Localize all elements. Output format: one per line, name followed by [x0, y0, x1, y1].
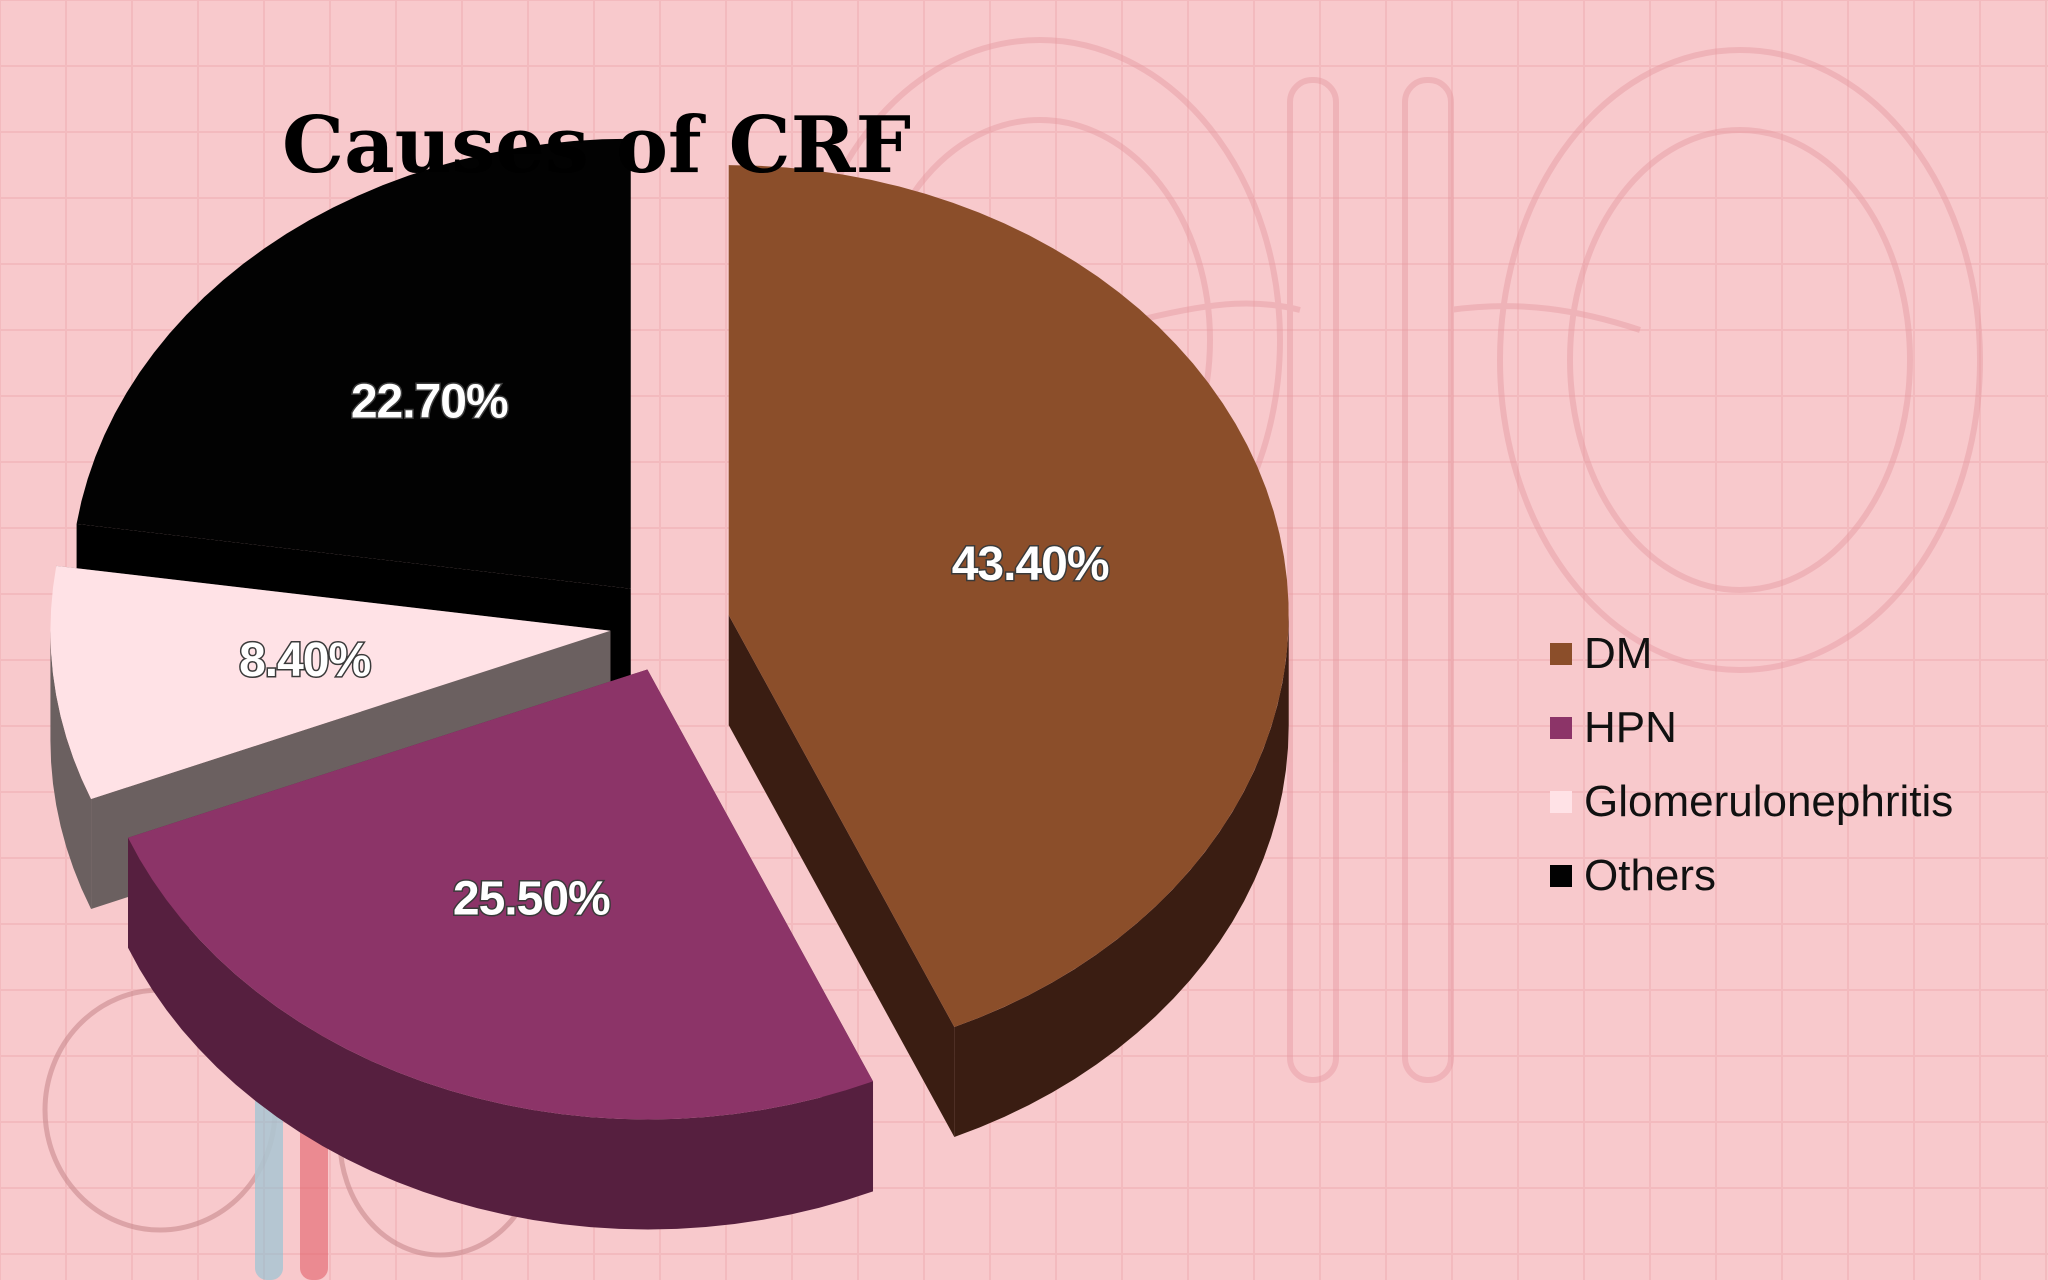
legend-label-glomerulonephritis: Glomerulonephritis — [1584, 777, 1954, 826]
slice-top-hpn — [128, 669, 874, 1120]
legend-label-hpn: HPN — [1584, 703, 1677, 752]
slice-side-end-dm — [728, 615, 955, 1137]
slice-outer-side-hpn — [128, 837, 874, 1230]
legend-swatch-others — [1550, 865, 1572, 887]
slice-outer-side-glomerulonephritis — [50, 630, 92, 909]
legend-label-others: Others — [1584, 851, 1717, 900]
legend-item-glomerulonephritis: Glomerulonephritis — [1550, 765, 1953, 839]
renal-vessels — [1139, 300, 1641, 333]
slice-top-dm — [728, 165, 1289, 1027]
slice-top-glomerulonephritis — [50, 565, 611, 799]
data-label-hpn: 25.50% — [453, 873, 610, 926]
legend-item-hpn: HPN — [1550, 691, 1953, 765]
vessel-right — [1402, 77, 1454, 1083]
slice-top-others — [76, 138, 631, 589]
kidney-inner-right — [1567, 127, 1913, 593]
chart-title: Causes of CRF — [282, 100, 911, 191]
legend-swatch-dm — [1550, 643, 1572, 665]
kidney-outline-right — [1497, 47, 1983, 673]
slice-outer-side-dm — [954, 615, 1289, 1137]
pie-slice-dm — [728, 165, 1289, 1137]
chart-legend: DM HPN Glomerulonephritis Others — [1550, 617, 1953, 913]
vessel-left — [1287, 77, 1339, 1083]
pie-slice-hpn — [128, 669, 874, 1230]
legend-swatch-hpn — [1550, 717, 1572, 739]
legend-item-dm: DM — [1550, 617, 1953, 691]
legend-swatch-glomerulonephritis — [1550, 791, 1572, 813]
data-label-dm: 43.40% — [952, 538, 1109, 591]
data-label-glomerulonephritis: 8.40% — [239, 634, 370, 687]
legend-label-dm: DM — [1584, 629, 1653, 678]
data-label-others: 22.70% — [351, 376, 508, 429]
legend-item-others: Others — [1550, 839, 1953, 913]
